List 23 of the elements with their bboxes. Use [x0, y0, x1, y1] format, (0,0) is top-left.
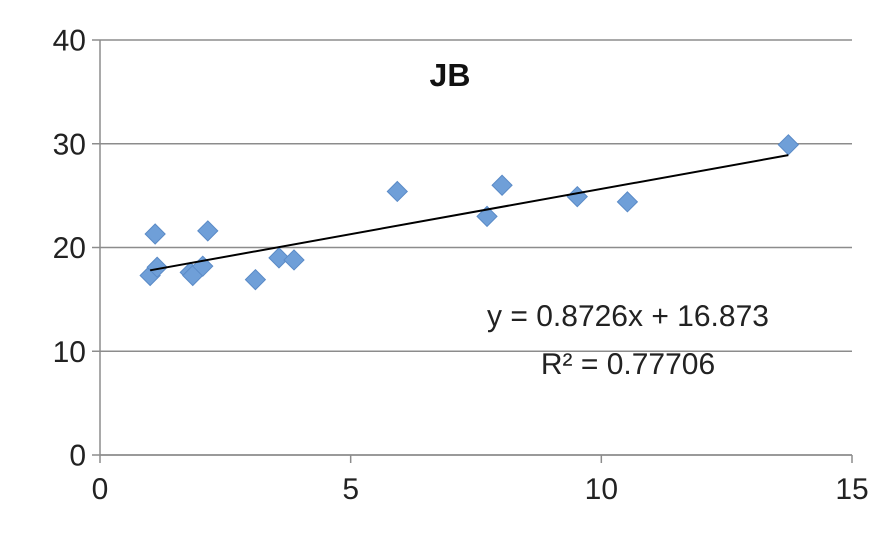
x-tick-label: 5: [342, 473, 360, 506]
y-tick-label: 20: [52, 232, 86, 265]
annotation: R² = 0.77706: [540, 348, 716, 381]
point: [778, 134, 799, 156]
point: [197, 220, 218, 242]
point: [244, 269, 266, 290]
point: [284, 249, 305, 270]
y-tick-label: 30: [52, 128, 86, 162]
point: [386, 180, 408, 202]
y-tick-label: 40: [52, 24, 86, 58]
x-tick-label: 15: [835, 473, 869, 506]
point: [144, 224, 166, 245]
point: [476, 206, 498, 227]
y-tick-label: 10: [52, 336, 86, 369]
text: JB: [430, 57, 470, 93]
point: [616, 191, 638, 212]
point: [268, 247, 290, 268]
point: [192, 256, 214, 277]
x-tick-label: 0: [92, 473, 108, 506]
point: [492, 174, 513, 196]
annotation: y = 0.8726x + 16.873: [487, 300, 769, 333]
y-tick-label: 0: [69, 440, 86, 472]
x-tick-label: 10: [584, 473, 618, 506]
